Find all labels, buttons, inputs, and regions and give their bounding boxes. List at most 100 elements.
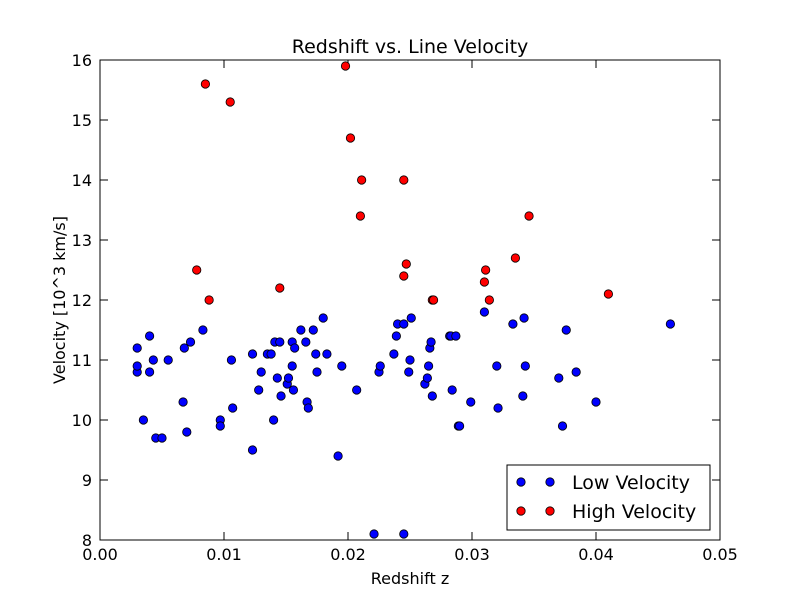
data-point <box>391 331 401 341</box>
data-point <box>345 133 356 143</box>
data-point <box>520 361 530 371</box>
data-point <box>179 343 189 353</box>
data-point <box>554 373 564 383</box>
chart-title: Redshift vs. Line Velocity <box>292 36 529 58</box>
data-point <box>318 313 328 323</box>
legend-label: Low Velocity <box>572 472 690 494</box>
data-point <box>288 385 299 395</box>
data-point <box>399 271 409 281</box>
x-tick-label: 0.05 <box>702 545 738 564</box>
data-point <box>178 397 188 407</box>
y-tick-label: 11 <box>72 351 92 370</box>
data-point <box>466 397 476 407</box>
data-point <box>322 349 332 359</box>
data-points <box>132 61 676 539</box>
data-point <box>132 361 142 371</box>
data-point <box>333 451 343 461</box>
x-tick-label: 0.03 <box>454 545 490 564</box>
data-point <box>405 355 415 365</box>
data-point <box>225 97 235 107</box>
y-tick-label: 10 <box>72 411 92 430</box>
data-point <box>454 421 465 431</box>
data-point <box>422 373 432 383</box>
data-point <box>247 445 258 455</box>
data-point <box>406 313 416 323</box>
plot-area <box>100 60 720 540</box>
data-point <box>256 367 266 377</box>
series-high-velocity <box>192 61 614 305</box>
data-point <box>312 367 322 377</box>
data-point <box>561 325 571 335</box>
data-point <box>519 313 529 323</box>
data-point <box>163 355 173 365</box>
axis-ticks: 0.00 0.01 0.02 0.03 0.04 0.05 8 9 10 11 12 13 14 15 16 <box>72 51 738 564</box>
data-point <box>355 211 365 221</box>
data-point <box>287 361 297 371</box>
data-point <box>399 529 409 539</box>
data-point <box>132 343 142 353</box>
data-point <box>404 367 414 377</box>
data-point <box>200 79 210 89</box>
data-point <box>145 331 155 341</box>
data-point <box>276 391 286 401</box>
data-point <box>247 349 258 359</box>
data-point <box>427 391 437 401</box>
data-point <box>266 349 276 359</box>
data-point <box>481 265 491 275</box>
data-point <box>204 295 214 305</box>
data-point <box>275 283 285 293</box>
data-point <box>148 355 158 365</box>
legend-marker <box>545 506 555 516</box>
data-point <box>228 403 238 413</box>
plot-frame <box>99 59 721 541</box>
data-point <box>357 175 367 185</box>
data-point <box>557 421 568 431</box>
data-point <box>399 175 409 185</box>
data-point <box>423 361 434 371</box>
data-point <box>352 385 362 395</box>
legend-box <box>506 464 711 531</box>
data-point <box>192 265 202 275</box>
legend-label: High Velocity <box>572 501 696 523</box>
data-point <box>272 373 282 383</box>
series-low-velocity <box>132 307 676 539</box>
data-point <box>399 319 409 329</box>
data-point <box>275 337 285 347</box>
data-point <box>138 415 148 425</box>
y-tick-label: 8 <box>82 531 92 550</box>
data-point <box>337 361 347 371</box>
data-point <box>375 361 385 371</box>
data-point <box>226 355 237 365</box>
data-point <box>493 403 503 413</box>
data-point <box>290 343 300 353</box>
data-point <box>283 373 294 383</box>
data-point <box>389 349 399 359</box>
y-tick-label: 15 <box>72 111 92 130</box>
x-axis-label: Redshift z <box>371 569 449 588</box>
y-axis-label: Velocity [10^3 km/s] <box>50 216 69 384</box>
data-point <box>479 277 489 287</box>
data-point <box>145 367 155 377</box>
x-tick-label: 0.00 <box>82 545 118 564</box>
y-tick-label: 16 <box>72 51 92 70</box>
y-tick-label: 9 <box>82 471 92 490</box>
data-point <box>301 337 311 347</box>
data-point <box>340 61 351 71</box>
data-point <box>215 421 225 431</box>
data-point <box>524 211 534 221</box>
data-point <box>401 259 411 269</box>
data-point <box>308 325 318 335</box>
data-point <box>451 331 461 341</box>
data-point <box>296 325 306 335</box>
data-point <box>508 319 518 329</box>
data-point <box>198 325 208 335</box>
data-point <box>311 349 321 359</box>
data-point <box>254 385 264 395</box>
data-point <box>603 289 614 299</box>
legend-marker <box>545 477 555 487</box>
x-tick-label: 0.04 <box>578 545 614 564</box>
data-point <box>479 307 489 317</box>
data-point <box>591 397 601 407</box>
y-tick-label: 12 <box>72 291 92 310</box>
data-point <box>665 319 676 329</box>
